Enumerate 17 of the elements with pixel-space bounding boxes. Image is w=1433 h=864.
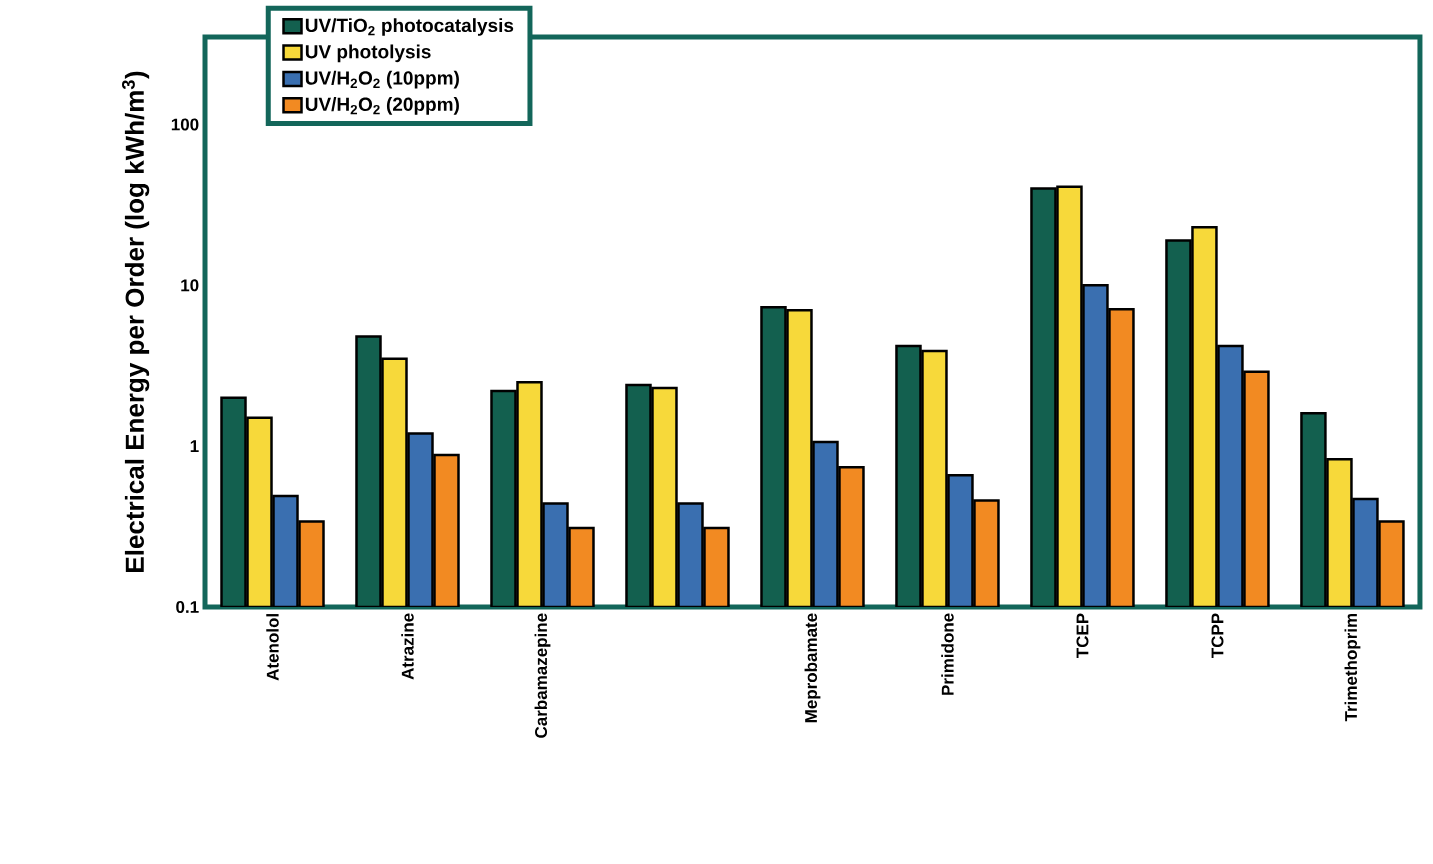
x-tick-label: Primidone (941, 613, 954, 695)
y-tick-label: 10 (181, 279, 199, 292)
x-tick-label: TCPP (1211, 613, 1224, 659)
y-tick-label: 1 (190, 440, 199, 453)
x-tick-label: Atenolol (266, 614, 279, 681)
x-tick-label: Trimethoprim (1344, 613, 1361, 722)
y-tick-label: 100 (171, 118, 199, 131)
y-axis-title: Electrical Energy per Order (log kWh/m$^{3}$) (122, 71, 150, 572)
legend-label: UV photolysis (305, 44, 431, 63)
legend-label: UV/H$_{2}$O$_{2}$ (10ppm) (305, 70, 459, 89)
legend-label: UV/H$_{2}$O$_{2}$ (20ppm) (305, 97, 459, 115)
legend-label: UV/TiO$_{2}$ photocatalysis (305, 18, 514, 36)
x-tick-label: Carbamazepine (534, 613, 551, 738)
x-tick-label: Atrazine (401, 613, 414, 680)
y-tick-label: 0.1 (176, 600, 199, 614)
x-tick-label: TCEP (1076, 613, 1089, 659)
x-tick-label: Meprobamate (804, 613, 821, 723)
